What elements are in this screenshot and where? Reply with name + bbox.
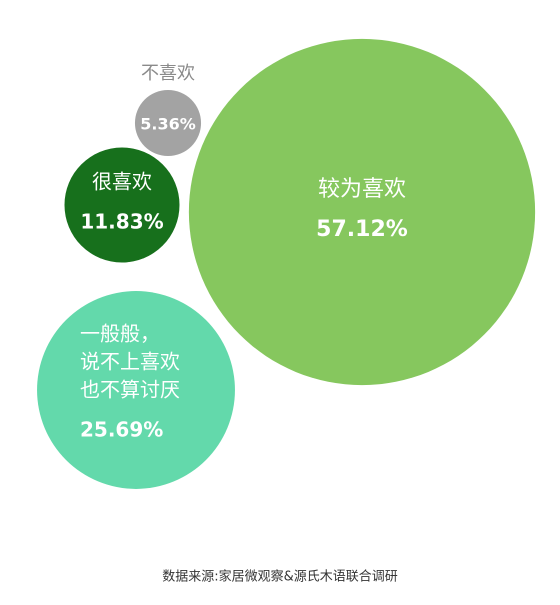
- bubble: [134, 89, 202, 157]
- source-note: 数据来源:家居微观察&源氏木语联合调研: [162, 569, 398, 585]
- value-label: 11.83%: [80, 210, 163, 234]
- value-label: 25.69%: [80, 418, 163, 442]
- category-label: 较为喜欢: [318, 177, 406, 202]
- value-label: 57.12%: [316, 217, 408, 242]
- bubble: [188, 38, 536, 386]
- category-label: 也不算讨厌: [80, 378, 180, 402]
- bubble: [37, 291, 235, 489]
- value-label: 5.36%: [140, 115, 196, 134]
- category-label: 不喜欢: [141, 63, 195, 84]
- category-label: 很喜欢: [92, 170, 152, 194]
- category-label: 说不上喜欢: [80, 350, 180, 374]
- bubble: [64, 147, 180, 263]
- category-label: 一般般，: [80, 322, 160, 346]
